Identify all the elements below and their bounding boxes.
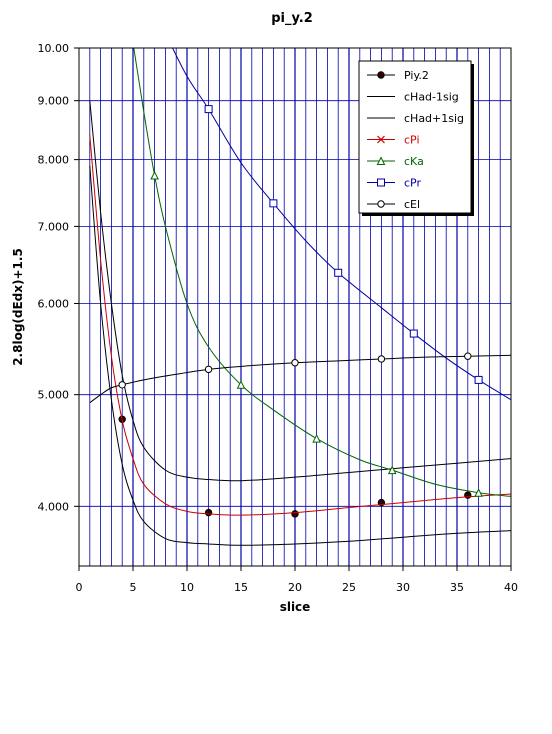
x-tick-label: 10	[180, 581, 194, 594]
data-point-cel	[464, 352, 472, 360]
series-line-chad-1sig	[89, 100, 511, 482]
legend-marker-cel	[377, 200, 385, 208]
grid	[79, 47, 511, 566]
series-cel	[89, 352, 511, 404]
y-tick-label: 6.000	[38, 298, 70, 311]
data-point-cpr	[409, 329, 418, 338]
legend-marker-cpi	[377, 135, 385, 144]
data-point-piy-2	[291, 510, 299, 518]
series-line-cel	[89, 354, 511, 404]
series-chad-1sig	[89, 165, 511, 546]
data-point-cpr	[334, 268, 343, 277]
data-point-cel	[377, 355, 386, 363]
series-chad-1sig	[89, 100, 511, 482]
x-tick-label: 20	[288, 581, 302, 594]
x-tick-label: 0	[76, 581, 83, 594]
legend-label-cpi: cPi	[404, 134, 420, 147]
legend-label-cka: cKa	[404, 155, 424, 168]
data-point-piy-2	[204, 508, 213, 517]
x-tick-label: 35	[450, 581, 464, 594]
data-point-cpr	[474, 375, 483, 384]
data-point-cel	[291, 359, 299, 367]
legend-label-cpr: cPr	[404, 177, 421, 190]
data-point-cpr	[204, 105, 213, 114]
series-layer	[89, 48, 511, 546]
y-tick-label: 9.000	[38, 95, 70, 108]
x-axis-title: slice	[280, 600, 311, 614]
legend-label-chad-1sig: cHad-1sig	[404, 91, 459, 104]
series-line-cpi	[89, 135, 511, 516]
x-tick-label: 30	[396, 581, 410, 594]
legend-marker-cpr	[377, 178, 385, 187]
series-line-cka	[133, 48, 511, 497]
series-cpr	[172, 48, 511, 401]
series-line-chad-1sig	[89, 165, 511, 546]
legend-marker-cka	[376, 156, 386, 165]
data-point-cel	[204, 365, 213, 374]
chart-title: pi_y.2	[271, 11, 313, 26]
legend-label-piy-2: Piy.2	[404, 69, 429, 82]
legend: Piy.2 cHad-1sig cHad+1sig cPi cKa cPr cEl	[358, 60, 474, 216]
y-tick-label: 10.00	[38, 42, 70, 55]
y-tick-label: 4.000	[38, 500, 70, 513]
y-tick-label: 8.000	[38, 154, 70, 167]
series-cka	[133, 48, 511, 497]
x-tick-label: 40	[504, 581, 518, 594]
series-cpi	[89, 135, 511, 516]
data-point-cel	[118, 381, 126, 389]
legend-label-chad-1sig: cHad+1sig	[404, 112, 464, 125]
axis-ticks: 0 5 10 15 20 25 30 35 40 4.000 5.000 6.000 7.000 8.00…	[38, 42, 519, 594]
x-tick-label: 25	[342, 581, 356, 594]
data-point-cka	[387, 465, 397, 475]
y-tick-label: 7.000	[38, 220, 70, 233]
y-tick-label: 5.000	[38, 389, 70, 402]
data-point-cka	[150, 170, 159, 180]
legend-marker-piy-2	[377, 71, 385, 79]
data-point-cka	[474, 488, 483, 497]
data-point-cka	[312, 433, 321, 443]
x-tick-label: 15	[234, 581, 248, 594]
data-point-cka	[236, 380, 246, 389]
data-point-cpr	[269, 199, 278, 208]
y-axis-title: 2.8log(dEdx)+1.5	[11, 248, 25, 366]
x-tick-label: 5	[130, 581, 137, 594]
legend-label-cel: cEl	[404, 198, 420, 211]
